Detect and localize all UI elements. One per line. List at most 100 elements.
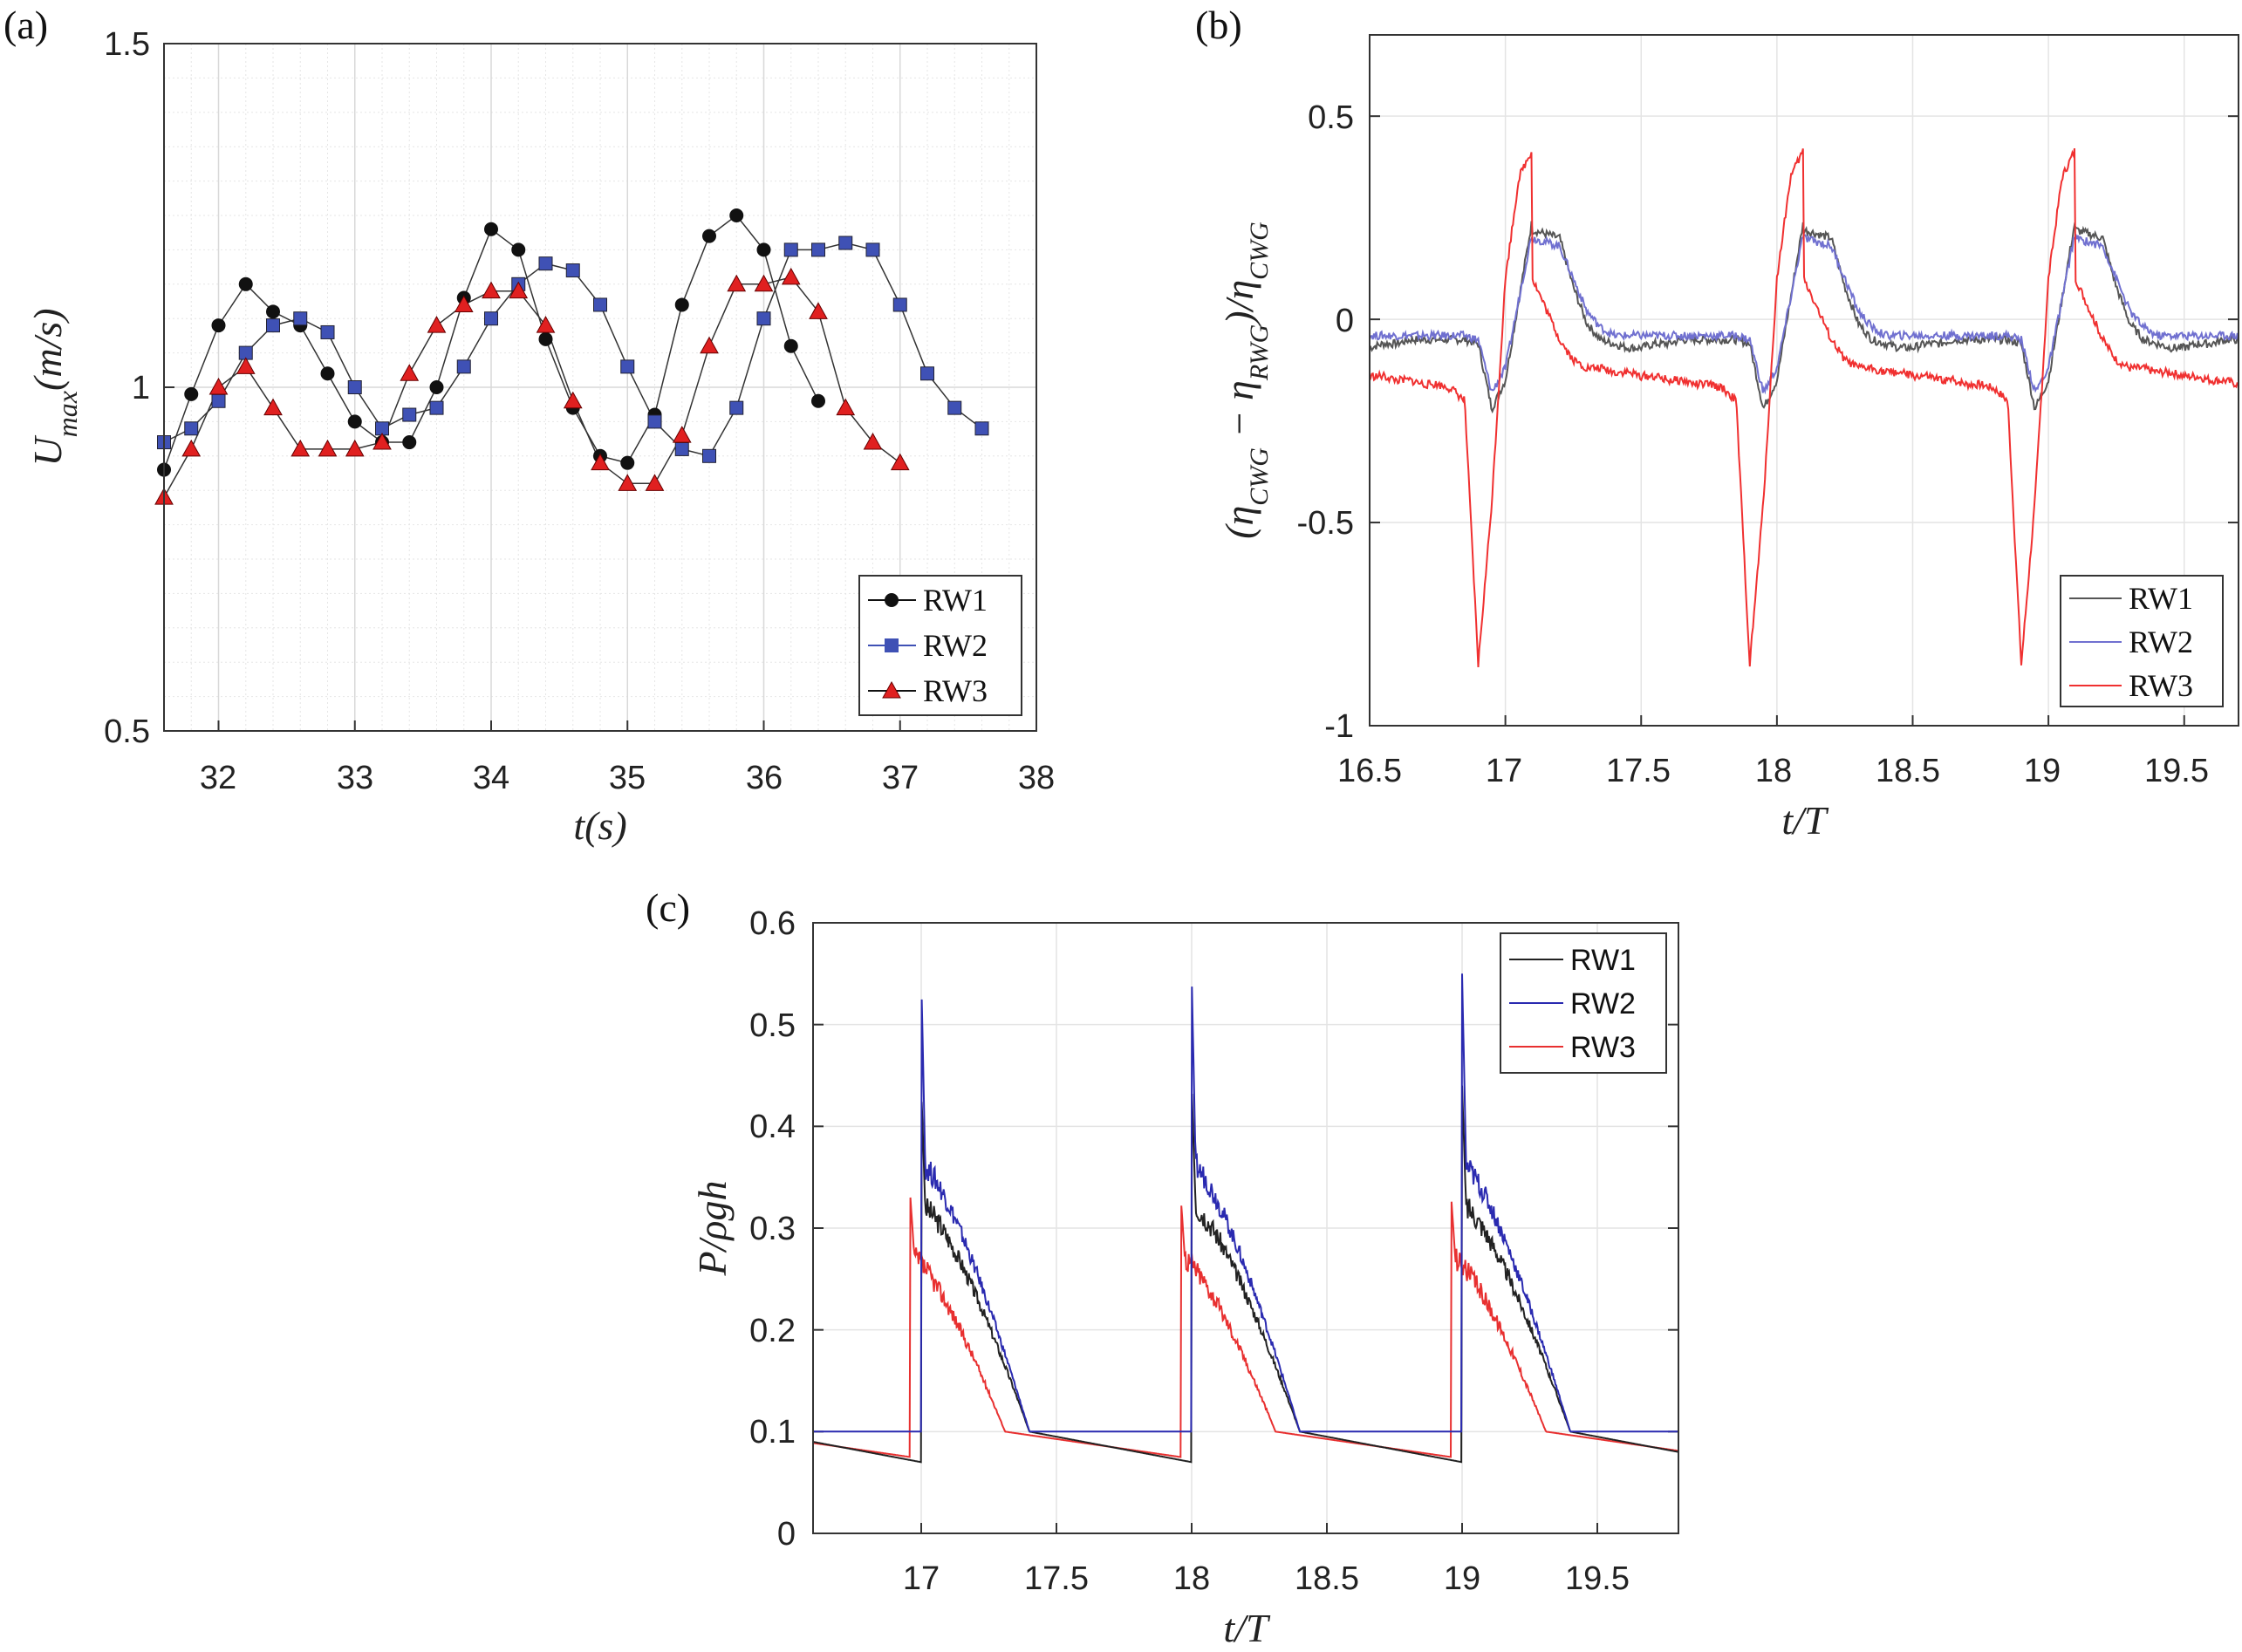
b-ytick: -0.5 <box>1297 505 1354 542</box>
data-point-rw3 <box>727 274 747 292</box>
data-point-rw1 <box>538 331 553 346</box>
data-point-rw3 <box>672 426 692 443</box>
series-line-rw3 <box>812 1197 1678 1458</box>
c-ytick: 0.3 <box>749 1211 796 1247</box>
data-point-rw1 <box>211 318 226 333</box>
panel-a-y-ticks: 0.5 1 1.5 <box>104 26 150 750</box>
panel-b-x-ticks: 16.5 17 17.5 18 18.5 19 19.5 <box>1337 753 2209 789</box>
data-point-rw2 <box>947 400 962 415</box>
data-point-rw3 <box>645 474 665 491</box>
c-ytick: 0.6 <box>749 905 796 942</box>
panel-b-axes-box <box>1369 34 2239 727</box>
b-xtick: 17.5 <box>1606 753 1671 789</box>
panel-c-x-ticks: 17 17.5 18 18.5 19 19.5 <box>903 1560 1630 1597</box>
a-ytick: 1.5 <box>104 26 150 63</box>
data-point-rw3 <box>263 398 283 416</box>
data-point-rw1 <box>729 208 744 222</box>
a-y-axis-label: Umax(m/s) <box>25 308 83 466</box>
c-xtick: 18.5 <box>1295 1560 1359 1597</box>
panel-a-axes-box <box>163 43 1037 732</box>
data-point-rw3 <box>591 453 610 471</box>
data-point-rw3 <box>181 439 202 457</box>
data-point-rw1 <box>238 276 253 291</box>
b-xtick: 19 <box>2024 753 2061 789</box>
panel-c-axes-box <box>812 922 1679 1534</box>
b-xtick: 17 <box>1486 753 1522 789</box>
b-xtick: 16.5 <box>1337 753 1402 789</box>
legend-marker-rw1 <box>885 593 899 607</box>
b-ytick: 0 <box>1336 303 1354 339</box>
data-point-rw2 <box>593 297 607 312</box>
data-point-rw3 <box>836 398 856 416</box>
a-xtick: 35 <box>609 760 646 796</box>
data-point-rw3 <box>208 377 229 395</box>
panel-c-y-ticks: 0 0.1 0.2 0.3 0.4 0.5 0.6 <box>749 905 796 1553</box>
data-point-rw2 <box>920 366 934 381</box>
data-point-rw2 <box>266 318 280 333</box>
data-point-rw1 <box>429 380 444 394</box>
legend-label-rw2: RW2 <box>923 628 988 663</box>
data-point-rw1 <box>702 229 716 243</box>
data-point-rw3 <box>618 474 638 491</box>
data-point-rw1 <box>511 242 526 257</box>
data-point-rw3 <box>373 433 392 450</box>
a-xtick: 34 <box>473 760 509 796</box>
data-point-rw1 <box>674 297 689 312</box>
panel-a-chart: (a) 32 33 34 35 36 37 38 0.5 1 1.5 t(s) … <box>3 3 1055 848</box>
panel-a-legend: RW1 RW2 RW3 <box>858 575 1022 716</box>
data-point-rw2 <box>811 242 825 257</box>
data-point-rw1 <box>783 338 798 353</box>
c-ytick: 0.5 <box>749 1007 796 1044</box>
data-point-rw3 <box>809 302 828 319</box>
data-point-rw2 <box>456 359 471 374</box>
b-xtick: 18.5 <box>1876 753 1940 789</box>
legend-label-rw3: RW3 <box>1570 1031 1636 1064</box>
data-point-rw2 <box>647 414 662 429</box>
legend-label-rw2: RW2 <box>2129 625 2193 659</box>
a-xtick: 33 <box>337 760 373 796</box>
data-point-rw3 <box>400 364 420 381</box>
legend-label-rw1: RW1 <box>923 583 988 618</box>
data-point-rw3 <box>700 336 719 354</box>
data-point-rw1 <box>320 366 335 381</box>
data-point-rw3 <box>236 357 256 374</box>
legend-label-rw2: RW2 <box>1570 987 1636 1021</box>
data-point-rw2 <box>620 359 635 374</box>
data-point-rw2 <box>184 421 199 436</box>
data-point-rw2 <box>565 263 580 278</box>
data-point-rw2 <box>838 236 853 250</box>
a-xtick: 36 <box>746 760 783 796</box>
data-point-rw2 <box>783 242 798 257</box>
c-ytick: 0.4 <box>749 1109 796 1145</box>
series-line-rw1 <box>812 1085 1678 1464</box>
legend-label-rw3: RW3 <box>923 673 988 708</box>
legend-label-rw1: RW1 <box>1570 944 1636 977</box>
a-xtick: 38 <box>1018 760 1055 796</box>
data-point-rw2 <box>674 441 689 456</box>
c-xtick: 18 <box>1173 1560 1210 1597</box>
legend-marker-rw3 <box>882 680 901 699</box>
b-y-axis-label: (ηCWG − ηRWG)/ηCWG <box>1217 222 1274 539</box>
series-line-rw3 <box>163 276 901 498</box>
data-point-rw2 <box>320 324 335 339</box>
b-x-axis-label: t/T <box>1781 798 1829 843</box>
data-point-rw3 <box>754 274 774 292</box>
data-point-rw2 <box>892 297 907 312</box>
a-xtick: 37 <box>882 760 919 796</box>
legend-marker-rw2 <box>885 638 899 652</box>
series-line-rw2 <box>813 973 1678 1433</box>
panel-b-series-lines <box>1369 147 2239 667</box>
series-line-rw3 <box>1369 147 2239 667</box>
b-xtick: 18 <box>1755 753 1792 789</box>
c-xtick: 19 <box>1444 1560 1480 1597</box>
c-ytick: 0.2 <box>749 1313 796 1349</box>
a-xtick: 32 <box>200 760 236 796</box>
data-point-rw2 <box>865 242 880 257</box>
panel-c-chart: (c) 17 17.5 18 18.5 19 19.5 0 0.1 0.2 0.… <box>646 885 1679 1650</box>
panel-c-legend: RW1 RW2 RW3 <box>1500 932 1667 1074</box>
data-point-rw2 <box>702 448 716 463</box>
data-point-rw3 <box>536 316 556 333</box>
data-point-rw3 <box>291 439 311 457</box>
c-ytick: 0 <box>777 1516 796 1553</box>
